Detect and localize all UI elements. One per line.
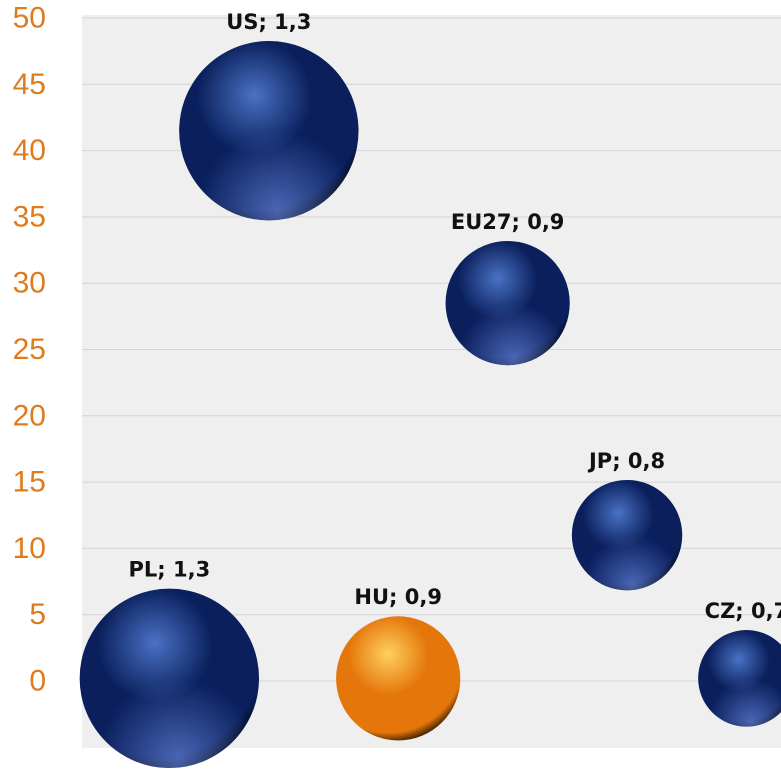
y-tick-label: 50 xyxy=(13,2,46,35)
bubble-labels: US; 1,3 EU27; 0,9 JP; 0,8 PL; 1,3 HU; 0,9 CZ;… xyxy=(129,10,781,623)
y-tick-label: 0 xyxy=(29,665,46,698)
bubble-label-jp: JP; 0,8 xyxy=(587,449,665,473)
bubble-sheen-pl xyxy=(79,588,260,769)
bubble-hu xyxy=(336,616,461,741)
y-tick-label: 35 xyxy=(13,200,46,233)
y-tick-label: 25 xyxy=(13,333,46,366)
y-axis-ticks: 0 5 10 15 20 25 30 35 40 45 50 xyxy=(13,2,46,698)
y-tick-label: 30 xyxy=(13,267,46,300)
y-tick-label: 20 xyxy=(13,399,46,432)
bubbles xyxy=(79,41,781,769)
bubble-sheen-eu27 xyxy=(445,240,570,366)
bubble-label-us: US; 1,3 xyxy=(226,10,311,34)
bubble-label-hu: HU; 0,9 xyxy=(354,585,442,609)
y-tick-label: 45 xyxy=(13,68,46,101)
y-tick-label: 40 xyxy=(13,134,46,167)
bubble-sheen-us xyxy=(179,41,359,221)
bubble-label-cz: CZ; 0,7 xyxy=(705,599,781,623)
bubble-label-pl: PL; 1,3 xyxy=(129,558,211,582)
bubble-sheen-jp xyxy=(571,479,683,591)
bubble-sheen-cz xyxy=(698,630,781,727)
y-tick-label: 10 xyxy=(13,532,46,565)
bubble-label-eu27: EU27; 0,9 xyxy=(451,210,565,234)
y-tick-label: 5 xyxy=(29,598,46,631)
y-tick-label: 15 xyxy=(13,466,46,499)
